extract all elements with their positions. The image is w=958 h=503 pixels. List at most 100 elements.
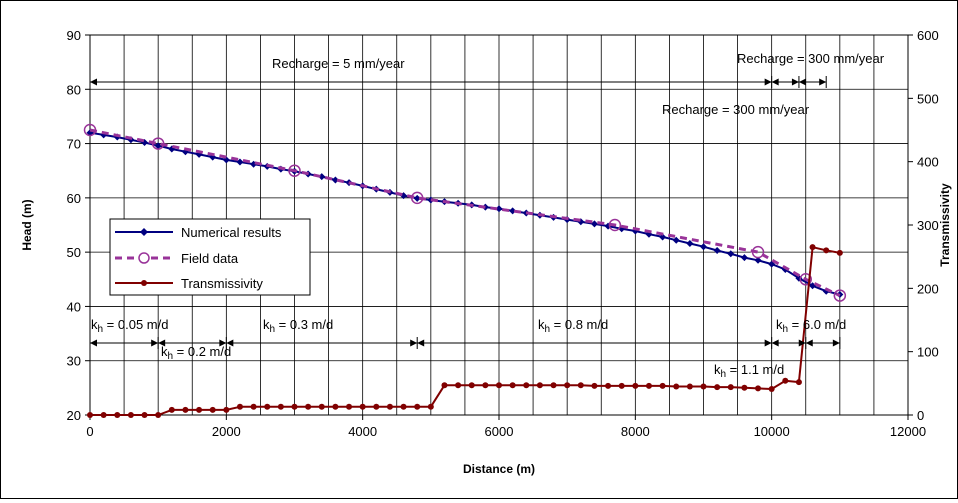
x-tick-label: 8000	[621, 424, 650, 439]
data-point-dot	[87, 412, 93, 418]
kh-symbol: k	[263, 317, 270, 332]
y2-tick-label: 600	[917, 28, 939, 43]
arrow-recharge-a-head-left	[771, 78, 779, 86]
y-tick-label: 40	[67, 299, 81, 314]
data-point-dot	[141, 412, 148, 418]
data-point-dot	[659, 382, 666, 389]
data-point-diamond	[495, 205, 503, 213]
data-point-dot	[509, 382, 516, 389]
kh-subscript: h	[783, 324, 789, 335]
arrow-recharge-a-head-right	[791, 78, 799, 86]
kh-symbol: k	[538, 317, 545, 332]
data-point-dot	[755, 385, 762, 392]
data-point-dot	[768, 386, 775, 393]
axis-ticks: 0 2000 4000 6000 8000 10000 120002030405060708…	[67, 28, 939, 439]
annotation-recharge-upper: Recharge = 300 mm/year	[737, 51, 885, 66]
y-tick-label: 50	[67, 245, 81, 260]
x-tick-label: 10000	[754, 424, 790, 439]
data-point-diamond	[331, 176, 339, 184]
x-tick-label: 2000	[212, 424, 241, 439]
data-point-diamond	[154, 142, 162, 150]
annotation-recharge-lower: Recharge = 300 mm/year	[662, 102, 810, 117]
data-point-dot	[264, 403, 271, 410]
data-point-dot	[577, 382, 584, 389]
arrow-kh-2-head-right	[219, 339, 227, 347]
data-point-dot	[605, 382, 612, 389]
data-point-dot	[223, 406, 230, 413]
data-point-dot	[359, 403, 366, 410]
legend-item-numerical: Numerical results	[115, 225, 282, 240]
kh-subscript: h	[545, 324, 551, 335]
data-point-dot	[236, 403, 243, 410]
data-point-dot	[468, 382, 475, 389]
data-point-dot	[277, 403, 284, 410]
data-point-dot	[400, 403, 407, 410]
kh-subscript: h	[270, 324, 276, 335]
data-point-dot	[523, 382, 530, 389]
data-point-dot	[127, 412, 134, 418]
data-point-dot	[673, 383, 680, 390]
data-point-dot	[496, 382, 502, 389]
arrow-kh-1-head-left	[90, 339, 97, 347]
data-point-dot	[114, 412, 121, 418]
data-point-dot	[455, 382, 462, 389]
data-point-dot	[318, 403, 325, 410]
legend-diamond-marker	[140, 228, 148, 236]
legend-label-numerical: Numerical results	[181, 225, 282, 240]
arrow-kh-6-head-right	[832, 339, 840, 347]
data-point-dot	[550, 382, 557, 389]
data-point-dot	[482, 382, 489, 389]
y-tick-label: 70	[67, 137, 81, 152]
annotation-kh-5: kh = 1.1 m/d	[714, 362, 784, 380]
data-point-dot	[250, 403, 257, 410]
series-group	[83, 123, 847, 418]
data-point-diamond	[686, 239, 694, 247]
annotation-kh-6: kh = 6.0 m/d	[776, 317, 846, 335]
data-point-circle	[151, 137, 165, 150]
data-point-circle	[288, 164, 301, 177]
gridlines	[90, 35, 908, 415]
legend-label-field: Field data	[181, 251, 239, 266]
kh-subscript: h	[98, 324, 104, 335]
data-point-dot	[332, 403, 339, 410]
data-point-dot	[809, 244, 816, 251]
annotation-arrows	[90, 76, 841, 349]
x-tick-label: 12000	[890, 424, 926, 439]
data-point-diamond	[754, 256, 762, 264]
series-line-1	[89, 128, 841, 297]
data-point-dot	[823, 247, 830, 254]
data-point-diamond	[127, 136, 135, 144]
data-point-dot	[795, 379, 802, 386]
y2-tick-label: 400	[917, 155, 939, 170]
data-point-dot	[441, 382, 448, 389]
annotation-kh-2: kh = 0.2 m/d	[161, 344, 231, 362]
kh-symbol: k	[714, 362, 721, 377]
data-point-dot	[196, 406, 203, 413]
data-point-diamond	[590, 220, 598, 228]
y-tick-label: 30	[67, 354, 81, 369]
arrow-recharge-b-head-left	[798, 78, 806, 86]
data-point-dot	[209, 406, 216, 413]
kh-subscript: h	[168, 351, 174, 362]
data-point-dot	[168, 406, 175, 413]
data-point-dot	[386, 403, 393, 410]
data-point-dot	[836, 249, 843, 256]
data-point-circle	[83, 123, 97, 137]
data-point-circle	[410, 191, 424, 205]
data-point-dot	[632, 382, 639, 389]
arrow-kh-5-head-right	[798, 339, 806, 347]
data-point-dot	[373, 403, 380, 410]
kh-value-6: = 6.0 m/d	[788, 317, 846, 332]
y2-tick-label: 200	[917, 281, 939, 296]
data-point-diamond	[713, 247, 721, 255]
data-point-diamond	[700, 243, 707, 251]
data-point-dot	[414, 403, 421, 410]
annotation-kh-1: kh = 0.05 m/d	[91, 317, 168, 335]
kh-value-4: = 0.8 m/d	[550, 317, 608, 332]
data-point-dot	[591, 382, 598, 389]
data-point-diamond	[740, 254, 748, 262]
data-point-dot	[686, 383, 693, 390]
data-point-diamond	[413, 194, 421, 202]
kh-symbol: k	[776, 317, 783, 332]
